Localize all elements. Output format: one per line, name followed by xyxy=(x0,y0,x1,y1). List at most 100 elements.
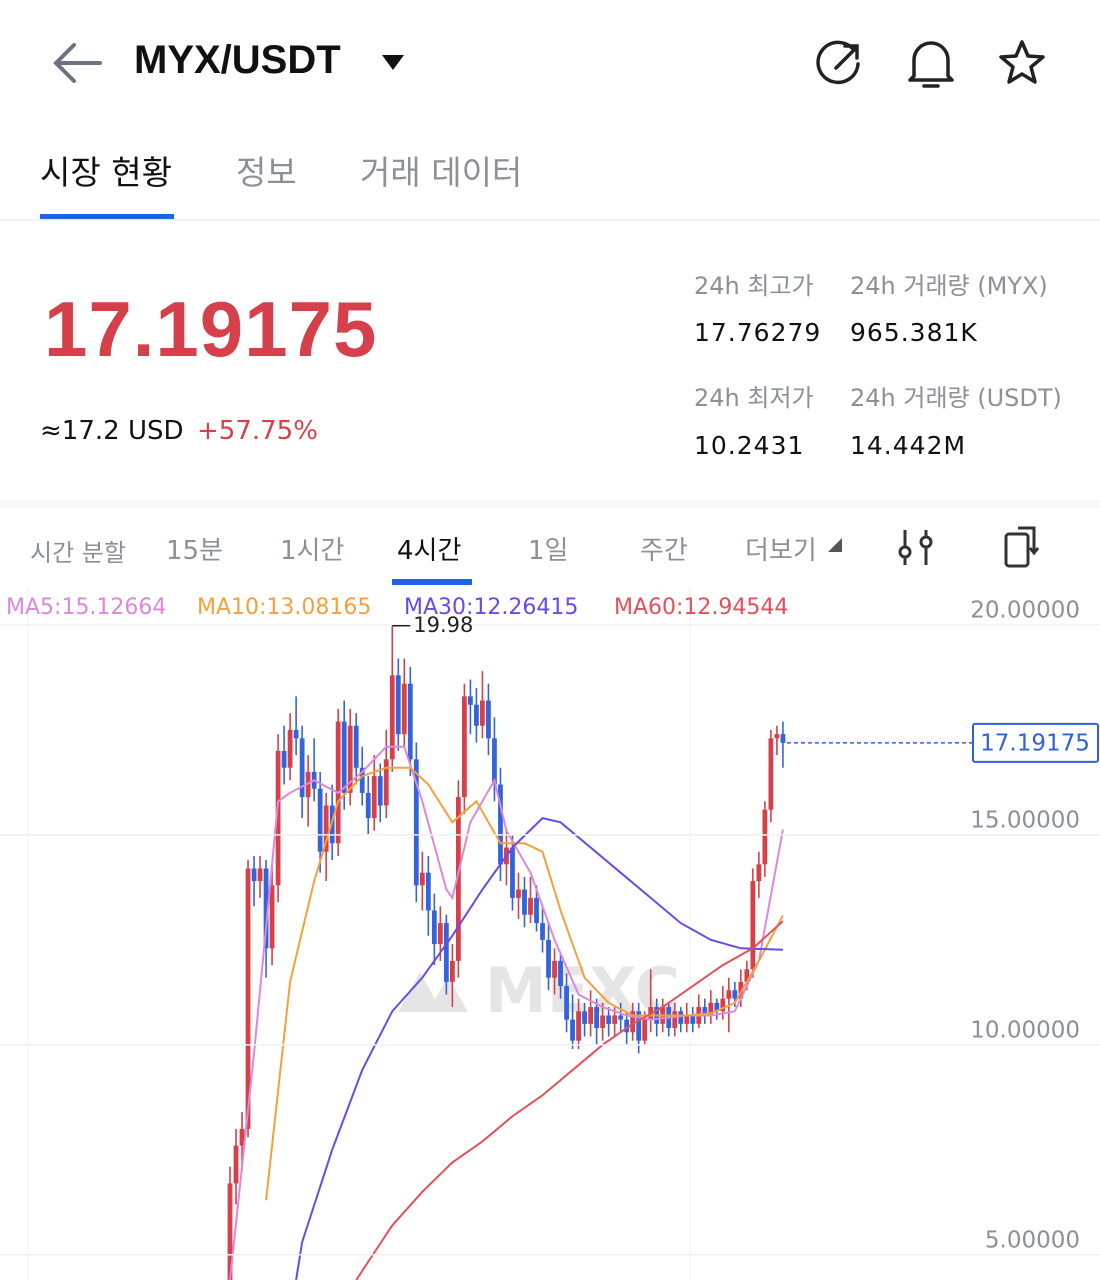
y-tick-label: 5.00000 xyxy=(985,1227,1080,1253)
candle-body xyxy=(744,969,750,982)
candle-body xyxy=(227,1183,233,1280)
candle-body xyxy=(239,1128,245,1146)
plot-area xyxy=(227,625,786,1280)
candle-body xyxy=(419,872,425,886)
candle-body xyxy=(612,1015,618,1024)
candle-body xyxy=(780,734,786,743)
candle-body xyxy=(570,1019,575,1041)
candle-body xyxy=(528,897,533,915)
candle-body xyxy=(588,1007,593,1024)
candle-body xyxy=(720,998,726,1012)
candle-body xyxy=(251,868,257,882)
candle-body xyxy=(383,759,389,806)
candle-body xyxy=(287,729,293,768)
candle-body xyxy=(395,675,401,735)
interval[interactable]: 시간 분할 xyxy=(30,539,126,567)
candle-body xyxy=(407,683,413,760)
candle-body xyxy=(371,776,377,819)
candle-body xyxy=(576,1011,581,1041)
candle-body xyxy=(293,729,299,739)
max-label: 19.98 xyxy=(413,613,473,637)
share-icon[interactable] xyxy=(816,40,860,85)
candlestick-chart: MEXC 5.0000010.0000015.0000020.00000MA5:… xyxy=(0,588,1100,1280)
candle-body xyxy=(431,910,437,945)
candle-body xyxy=(534,897,539,924)
candle-body xyxy=(564,986,569,1020)
candle-body xyxy=(702,1007,708,1016)
candle-body xyxy=(762,809,768,865)
layout-icon[interactable] xyxy=(1004,526,1040,568)
candle-body xyxy=(413,759,419,886)
candle-body xyxy=(359,767,365,793)
candle-body xyxy=(582,1011,587,1024)
candle-body xyxy=(335,721,341,844)
stat-label: 24h 최저가 xyxy=(694,384,814,412)
candle-body xyxy=(474,704,479,726)
candle-body xyxy=(756,864,762,882)
candle-body xyxy=(642,1019,648,1041)
indicator-icon[interactable] xyxy=(898,530,933,565)
legend-entry: MA30:12.26415 xyxy=(404,595,578,620)
candle-body xyxy=(323,805,329,852)
star-icon[interactable] xyxy=(999,40,1045,84)
candle-body xyxy=(317,788,323,852)
stat-value: 14.442M xyxy=(850,431,967,460)
tab[interactable]: 거래 데이터 xyxy=(360,153,523,192)
ma-line xyxy=(355,920,784,1280)
interval[interactable]: 15분 xyxy=(166,536,224,566)
interval[interactable]: 4시간 xyxy=(397,536,462,566)
candle-body xyxy=(347,725,353,793)
interval[interactable]: 1일 xyxy=(528,536,569,566)
candle-body xyxy=(443,923,449,982)
candle-body xyxy=(714,1002,720,1012)
stat-value: 17.76279 xyxy=(694,318,822,347)
candle-body xyxy=(600,1015,606,1029)
interval[interactable]: 1시간 xyxy=(280,536,345,566)
candle-body xyxy=(492,738,497,785)
y-tick-label: 15.00000 xyxy=(970,807,1080,833)
candle-body xyxy=(594,1007,600,1029)
interval[interactable]: 주간 xyxy=(640,536,688,566)
stat-label: 24h 거래량 (MYX) xyxy=(850,272,1048,300)
interval-underline xyxy=(392,579,472,585)
tab[interactable]: 시장 현황 xyxy=(40,153,172,192)
candle-body xyxy=(257,868,263,882)
candle-body xyxy=(750,881,756,970)
candle-body xyxy=(461,696,467,798)
candle-body xyxy=(233,1145,239,1184)
more-arrow[interactable] xyxy=(828,538,842,552)
candle-body xyxy=(552,960,557,978)
candle-body xyxy=(281,750,287,768)
stat-value: 965.381K xyxy=(850,318,978,347)
candle-body xyxy=(341,721,347,793)
candle-body xyxy=(480,700,485,726)
candle-body xyxy=(606,1015,612,1024)
back-icon[interactable] xyxy=(53,43,102,83)
tab[interactable]: 정보 xyxy=(236,153,297,192)
candle-body xyxy=(486,700,491,739)
stat-label: 24h 최고가 xyxy=(694,272,814,300)
stat-value: 10.2431 xyxy=(694,431,805,460)
y-tick-label: 20.00000 xyxy=(970,597,1080,623)
dropdown-icon[interactable] xyxy=(382,55,404,70)
candle-body xyxy=(401,683,407,735)
ma-line xyxy=(265,766,784,1201)
candle-body xyxy=(678,1011,684,1024)
candle-body xyxy=(774,734,780,739)
candle-body xyxy=(630,1011,636,1033)
candle-body xyxy=(365,792,371,819)
y-tick-label: 10.00000 xyxy=(970,1017,1080,1043)
bell-icon[interactable] xyxy=(908,41,954,88)
candle-body xyxy=(546,939,551,978)
last-price-box xyxy=(972,722,1099,763)
legend-entry: MA5:15.12664 xyxy=(6,595,166,620)
candle-body xyxy=(425,872,431,911)
pair-title[interactable]: MYX/USDT xyxy=(134,38,341,82)
candle-body xyxy=(732,990,738,999)
interval[interactable]: 더보기 xyxy=(745,536,817,566)
candle-body xyxy=(263,868,269,949)
stat-label: 24h 거래량 (USDT) xyxy=(850,384,1062,412)
candle-body xyxy=(275,750,281,886)
change-percent: +57.75% xyxy=(197,416,318,446)
